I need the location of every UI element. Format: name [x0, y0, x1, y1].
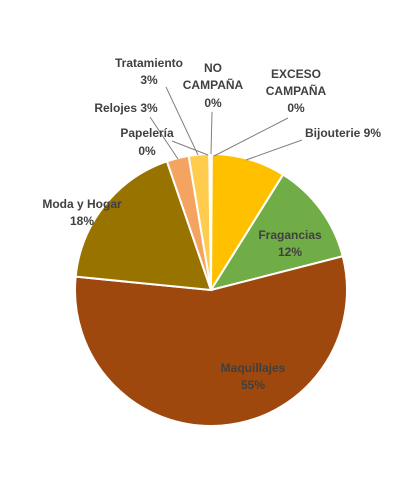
slice-label: Tratamiento [115, 56, 183, 70]
slice-label: Relojes 3% [94, 101, 158, 115]
slice-label: Maquillajes [221, 361, 286, 375]
slice-percent-label: 3% [140, 73, 158, 87]
leader-line [165, 86, 199, 156]
slice-label: NO [204, 61, 222, 75]
leader-lines [149, 86, 303, 161]
slice-percent-label: 55% [241, 378, 265, 392]
leader-line [245, 139, 303, 161]
pie-slices [74, 152, 348, 427]
leader-line [149, 116, 179, 160]
slice-percent-label: 12% [278, 245, 302, 259]
pie-slice-maquillajes [74, 255, 348, 427]
leader-line [213, 117, 289, 157]
slice-label: Papelería [120, 126, 174, 140]
slice-label: Fragancias [258, 228, 322, 242]
slice-percent-label: 0% [204, 96, 222, 110]
leader-line [171, 140, 209, 156]
slice-percent-label: 18% [70, 214, 94, 228]
slice-label: CAMPAÑA [266, 83, 327, 98]
leader-line [210, 111, 213, 155]
slice-label: Bijouterie 9% [305, 126, 381, 140]
slice-label: EXCESO [271, 67, 321, 81]
slice-percent-label: 0% [287, 101, 305, 115]
slice-label: Moda y Hogar [42, 197, 122, 211]
pie-slice-fragancias [208, 173, 344, 292]
pie-slice-no-campaña [209, 152, 212, 291]
slice-percent-label: 0% [138, 144, 156, 158]
slice-label: CAMPAÑA [183, 77, 244, 92]
